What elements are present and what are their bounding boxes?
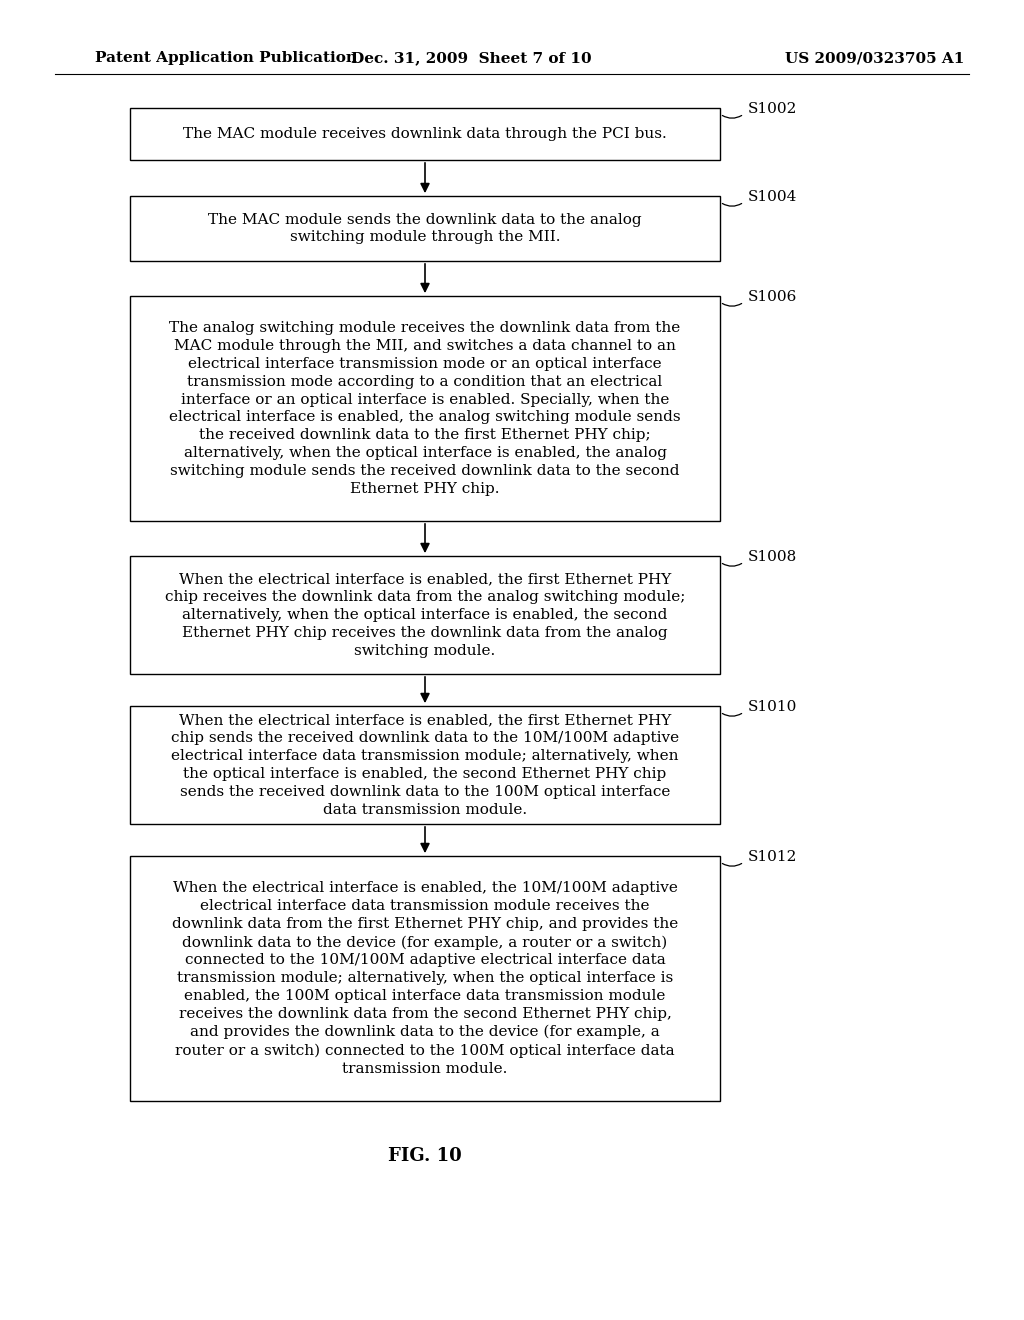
Text: The MAC module sends the downlink data to the analog
switching module through th: The MAC module sends the downlink data t… [208,213,642,244]
Text: S1004: S1004 [748,190,798,205]
Text: S1008: S1008 [748,550,798,564]
Text: S1006: S1006 [748,290,798,304]
Bar [130,108,720,160]
Bar [130,195,720,261]
Text: US 2009/0323705 A1: US 2009/0323705 A1 [784,51,964,65]
Bar [130,556,720,675]
Text: When the electrical interface is enabled, the first Ethernet PHY
chip receives t: When the electrical interface is enabled… [165,573,685,657]
Text: S1012: S1012 [748,850,798,865]
Text: Patent Application Publication: Patent Application Publication [95,51,357,65]
Text: Dec. 31, 2009  Sheet 7 of 10: Dec. 31, 2009 Sheet 7 of 10 [351,51,591,65]
Text: When the electrical interface is enabled, the 10M/100M adaptive
electrical inter: When the electrical interface is enabled… [172,882,678,1076]
Text: The MAC module receives downlink data through the PCI bus.: The MAC module receives downlink data th… [183,127,667,141]
Bar [130,296,720,521]
Text: FIG. 10: FIG. 10 [388,1147,462,1166]
Text: When the electrical interface is enabled, the first Ethernet PHY
chip sends the : When the electrical interface is enabled… [171,713,679,817]
Bar [130,855,720,1101]
Text: S1002: S1002 [748,102,798,116]
Text: The analog switching module receives the downlink data from the
MAC module throu: The analog switching module receives the… [169,321,681,496]
Text: S1010: S1010 [748,700,798,714]
Bar [130,706,720,824]
